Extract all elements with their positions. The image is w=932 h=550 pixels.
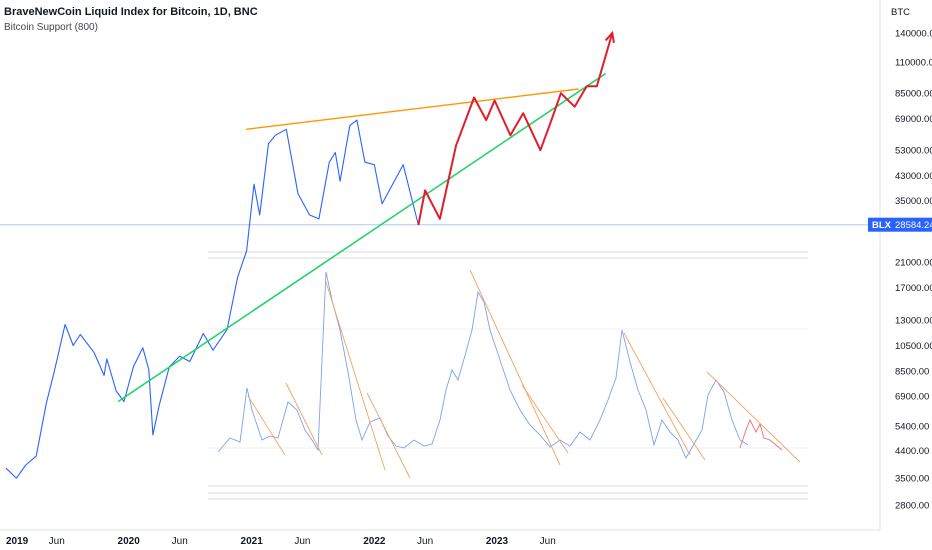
y-tick-label: 8500.00 [895,367,929,378]
x-tick-label: Jun [417,536,433,547]
x-tick-label: 2019 [6,536,29,547]
y-tick-label: 35000.00 [895,196,932,207]
resistance-trendline[interactable] [245,88,579,130]
x-tick-label: Jun [540,536,556,547]
y-tick-label: 53000.00 [895,146,932,157]
last-price-badge: BLX 28584.24 [868,217,932,232]
x-tick-label: Jun [172,536,188,547]
y-tick-label: 6900.00 [895,392,929,403]
projection-path[interactable] [417,32,614,226]
y-tick-label: 43000.00 [895,171,932,182]
y-tick-label: 10500.00 [895,341,932,352]
inset-trendline [325,281,386,471]
price-scale-unit: BTC [891,7,910,18]
inset-projection-line [739,418,783,451]
indicator-label[interactable]: Bitcoin Support (800) [4,22,98,33]
projection-arrowhead [604,30,615,44]
x-tick-label: 2021 [241,536,264,547]
inset-trendline [366,392,411,479]
x-tick-label: 2020 [118,536,141,547]
time-scale[interactable]: 2019 Jun 2020 Jun 2021 Jun 2022 Jun 2023 Jun [6,536,556,547]
inset-trendline [662,397,706,461]
inset-trendline [285,382,323,456]
support-trendline[interactable] [117,72,607,403]
inset-trendline [623,332,691,456]
y-tick-label: 140000.00 [895,29,932,40]
y-tick-label: 13000.00 [895,315,932,326]
price-series-line[interactable] [5,119,419,479]
chart-lines [5,30,615,479]
x-tick-label: Jun [49,536,65,547]
y-tick-label: 5400.00 [895,421,929,432]
y-tick-label: 2800.00 [895,501,929,512]
y-tick-label: 85000.00 [895,89,932,100]
y-tick-label: 17000.00 [895,283,932,294]
badge-value: 28584.24 [895,220,932,231]
y-tick-label: 3500.00 [895,474,929,485]
badge-background [868,217,932,232]
historical-cycles-inset [208,251,808,500]
badge-symbol: BLX [872,220,892,231]
y-tick-label: 110000.00 [895,58,932,69]
x-tick-label: 2023 [486,536,509,547]
inset-price-line [217,271,749,459]
y-tick-label: 69000.00 [895,114,932,125]
chart-title: BraveNewCoin Liquid Index for Bitcoin, 1… [4,6,258,18]
y-tick-label: 4400.00 [895,446,929,457]
x-tick-label: Jun [294,536,310,547]
inset-trendline [469,269,561,466]
y-tick-label: 21000.00 [895,257,932,268]
x-tick-label: 2022 [363,536,386,547]
inset-trendline [706,371,801,463]
inset-trendline [521,384,569,454]
inset-trendline [247,395,286,456]
price-scale[interactable]: 140000.00 110000.00 85000.00 69000.00 53000.… [895,29,932,512]
